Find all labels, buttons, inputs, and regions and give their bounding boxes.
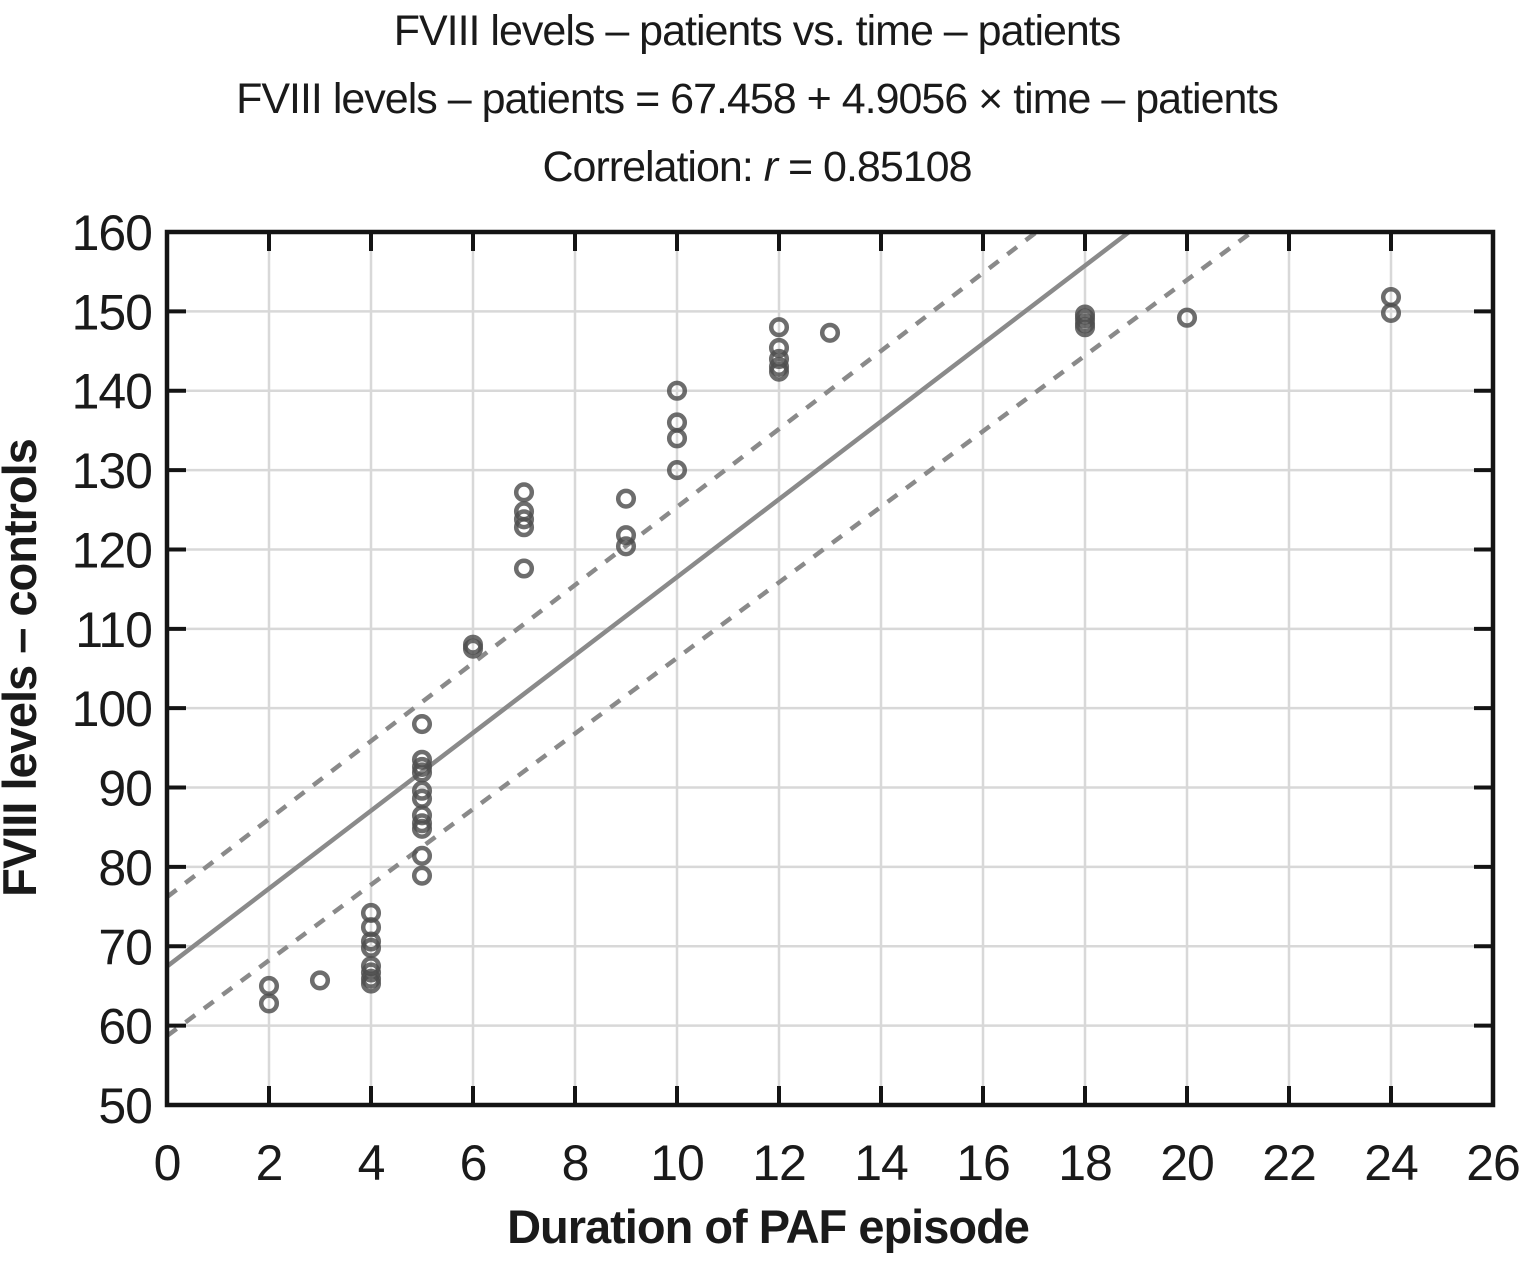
x-tick-label: 22 (1262, 1135, 1316, 1191)
frame-rect (164, 229, 1496, 1108)
data-point (1176, 307, 1198, 328)
y-tick-label: 130 (72, 443, 152, 499)
axis-ticks (167, 232, 1493, 1105)
x-tick-label: 20 (1160, 1135, 1214, 1191)
x-tick-label: 4 (358, 1135, 385, 1191)
data-point (615, 525, 637, 546)
data-point (513, 517, 535, 538)
data-point (411, 762, 433, 783)
x-tick-label: 24 (1364, 1135, 1418, 1191)
data-point (309, 970, 331, 991)
data-point (411, 865, 433, 886)
regression-equation: FVIII levels – patients = 67.458 + 4.905… (236, 75, 1278, 123)
data-point (513, 509, 535, 530)
x-tick-label: 10 (650, 1135, 704, 1191)
confidence-upper-line (165, 230, 1038, 899)
data-point (768, 348, 790, 370)
x-tick-label: 2 (256, 1135, 283, 1191)
data-point (615, 536, 637, 557)
y-tick-label: 140 (72, 364, 152, 420)
data-point (666, 380, 688, 401)
y-tick-label: 90 (98, 761, 152, 817)
data-point (411, 749, 433, 770)
data-point (411, 845, 433, 866)
y-tick-label: 150 (72, 284, 152, 340)
data-point (1380, 302, 1402, 324)
confidence-lower-line (165, 230, 1254, 1038)
data-points (258, 287, 1402, 1014)
data-point (360, 962, 382, 983)
data-point (768, 337, 790, 358)
x-tick-label: 12 (752, 1135, 806, 1191)
x-tick-label: 26 (1466, 1135, 1520, 1191)
data-point (819, 322, 841, 343)
data-point (513, 482, 535, 503)
y-tick-label: 110 (75, 602, 152, 658)
data-point (513, 558, 535, 579)
y-tick-label: 70 (98, 919, 152, 975)
y-tick-label: 60 (98, 999, 152, 1055)
axis-tick-labels: 0 2 4 6 8 10 12 14 16 18 20 22 24 2650607080901001101… (72, 205, 1521, 1191)
data-point (411, 818, 433, 839)
data-point (666, 460, 688, 481)
x-tick-label: 6 (460, 1135, 487, 1191)
y-tick-label: 50 (98, 1078, 152, 1134)
data-point (768, 317, 790, 338)
x-axis-title: Duration of PAF episode (507, 1200, 1029, 1253)
data-point (462, 638, 484, 659)
data-point (1074, 317, 1096, 338)
data-point (258, 993, 280, 1014)
correlation-label: Correlation: r = 0.85108 (543, 143, 972, 191)
y-tick-label: 80 (98, 840, 152, 896)
y-axis-title: FVIII levels – controls (0, 439, 46, 897)
data-point (411, 780, 433, 801)
y-tick-label: 120 (72, 522, 152, 578)
x-tick-label: 14 (854, 1135, 908, 1191)
fit-lines (165, 230, 1254, 1038)
data-point (666, 428, 688, 449)
data-point (360, 973, 382, 994)
data-point (411, 714, 433, 735)
regression-line (165, 230, 1131, 969)
x-tick-label: 0 (154, 1135, 181, 1191)
chart-title: FVIII levels – patients vs. time – patie… (394, 7, 1121, 55)
data-point (615, 488, 637, 509)
y-tick-label: 100 (72, 681, 152, 737)
data-point (768, 361, 790, 382)
plot-frame (164, 229, 1496, 1108)
x-tick-label: 18 (1058, 1135, 1112, 1191)
data-point (360, 937, 382, 958)
data-point (360, 931, 382, 952)
x-tick-label: 16 (956, 1135, 1010, 1191)
x-tick-label: 8 (562, 1135, 589, 1191)
y-tick-label: 160 (72, 205, 152, 261)
